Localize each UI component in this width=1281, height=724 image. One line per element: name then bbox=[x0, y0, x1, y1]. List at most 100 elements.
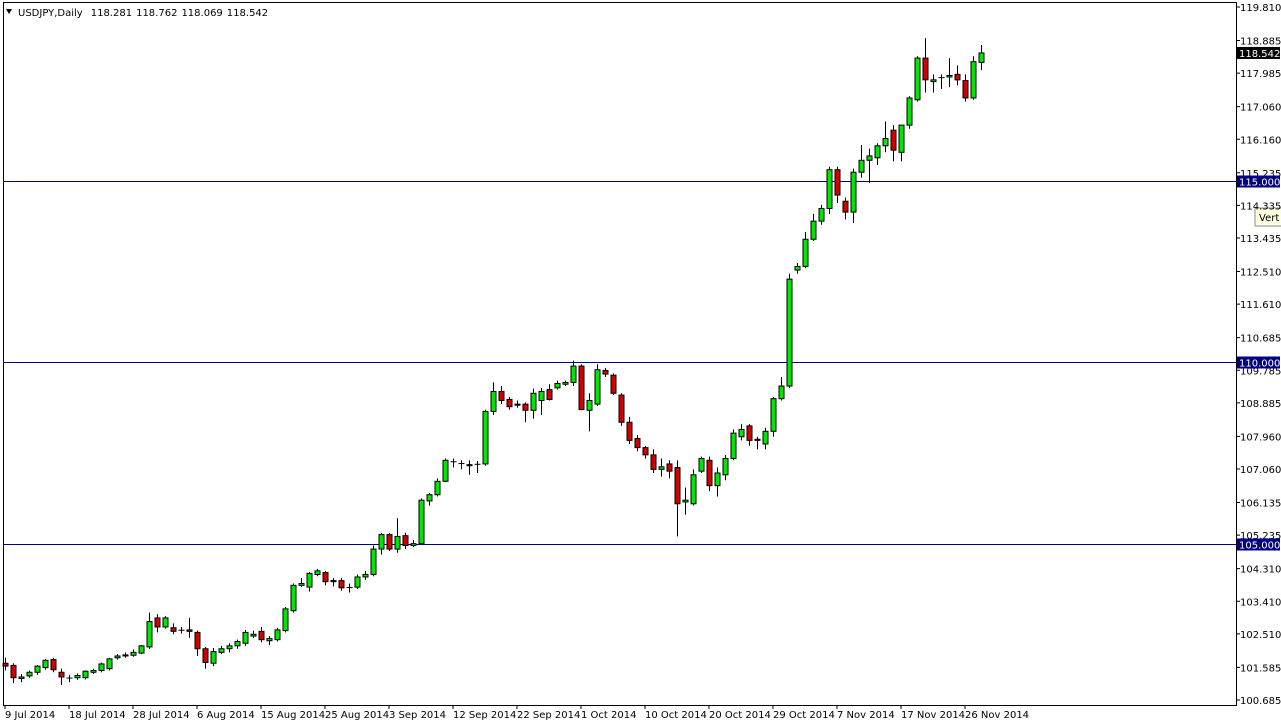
candle-body bbox=[338, 580, 345, 589]
x-tick-label: 17 Nov 2014 bbox=[901, 710, 965, 721]
candle-body bbox=[978, 52, 985, 63]
candle-body bbox=[290, 584, 297, 612]
candle-body bbox=[650, 454, 657, 470]
candle-body bbox=[962, 80, 969, 99]
candle-body bbox=[850, 171, 857, 213]
candle-body bbox=[202, 648, 209, 663]
candle-body bbox=[658, 466, 665, 470]
y-tick-label: 113.435 bbox=[1240, 234, 1281, 245]
x-tick-label: 29 Oct 2014 bbox=[773, 710, 835, 721]
candle-body bbox=[682, 499, 689, 503]
candle-body bbox=[690, 474, 697, 505]
candle-body bbox=[570, 365, 577, 383]
header-low: 118.069 bbox=[181, 8, 222, 19]
x-tick-label: 26 Nov 2014 bbox=[965, 710, 1029, 721]
x-tick-label: 18 Jul 2014 bbox=[69, 710, 126, 721]
y-tick-label: 110.685 bbox=[1240, 334, 1281, 345]
header: USDJPY,Daily 118.281 118.762 118.069 118.542 bbox=[18, 8, 268, 19]
candle-body bbox=[698, 457, 705, 472]
candle-body bbox=[538, 390, 545, 402]
candle-body bbox=[666, 463, 673, 472]
y-tick-label: 107.960 bbox=[1240, 432, 1281, 443]
y-tick-label: 116.160 bbox=[1240, 135, 1281, 146]
level-label: 115.000 bbox=[1239, 178, 1280, 189]
candle-body bbox=[794, 265, 801, 271]
x-tick-label: 20 Oct 2014 bbox=[709, 710, 771, 721]
y-tick-label: 100.685 bbox=[1240, 696, 1281, 707]
menu-arrow[interactable] bbox=[6, 9, 12, 14]
level-label: 105.000 bbox=[1239, 541, 1280, 552]
candle-body bbox=[586, 400, 593, 411]
candle-body bbox=[866, 155, 873, 161]
candle-body bbox=[634, 438, 641, 449]
x-tick-label: 9 Jul 2014 bbox=[5, 710, 55, 721]
candle-body bbox=[906, 97, 913, 126]
x-tick-label: 15 Aug 2014 bbox=[261, 710, 325, 721]
candle-body bbox=[370, 548, 377, 575]
candle-body bbox=[722, 457, 729, 476]
candle-body bbox=[506, 398, 513, 408]
y-tick-label: 117.060 bbox=[1240, 103, 1281, 114]
y-tick-label: 111.610 bbox=[1240, 300, 1281, 311]
y-tick-label: 107.060 bbox=[1240, 465, 1281, 476]
candle-body bbox=[378, 534, 385, 550]
candle-body bbox=[130, 651, 137, 656]
candle-body bbox=[306, 572, 313, 588]
candle-body bbox=[10, 664, 17, 679]
candle-body bbox=[218, 648, 225, 653]
candle-body bbox=[226, 645, 233, 650]
last-price-label: 118.542 bbox=[1239, 49, 1280, 60]
x-tick-label: 22 Sep 2014 bbox=[517, 710, 580, 721]
candle-body bbox=[946, 74, 953, 78]
y-tick-label: 108.885 bbox=[1240, 399, 1281, 410]
candle-body bbox=[242, 631, 249, 644]
y-tick-label: 114.335 bbox=[1240, 201, 1281, 212]
candle-body bbox=[418, 499, 425, 545]
candle-body bbox=[818, 207, 825, 222]
candle-body bbox=[186, 629, 193, 632]
candle-body bbox=[778, 385, 785, 400]
candle-body bbox=[2, 662, 9, 667]
candle-body bbox=[322, 572, 329, 583]
candle-body bbox=[706, 459, 713, 487]
x-tick-label: 3 Sep 2014 bbox=[389, 710, 446, 721]
candle-body bbox=[146, 621, 153, 648]
tooltip-box bbox=[1254, 207, 1281, 227]
candle-body bbox=[258, 630, 265, 641]
y-tick-label: 102.510 bbox=[1240, 630, 1281, 641]
candle-body bbox=[498, 390, 505, 402]
candle-body bbox=[562, 381, 569, 385]
candle-body bbox=[58, 671, 65, 678]
candle-body bbox=[26, 671, 33, 677]
candle-body bbox=[74, 675, 81, 679]
candle-body bbox=[882, 138, 889, 147]
candle-body bbox=[642, 447, 649, 456]
plot-frame bbox=[3, 2, 1237, 706]
candle-body bbox=[914, 57, 921, 101]
x-tick-label: 10 Oct 2014 bbox=[645, 710, 707, 721]
candle-body bbox=[194, 631, 201, 650]
candle-body bbox=[922, 57, 929, 81]
y-tick-label: 115.235 bbox=[1240, 169, 1281, 180]
candle-body bbox=[530, 392, 537, 411]
candle-body bbox=[354, 576, 361, 588]
candle-body bbox=[138, 645, 145, 654]
candle-body bbox=[522, 403, 529, 411]
last-price-box bbox=[1237, 46, 1280, 59]
candle-body bbox=[626, 421, 633, 441]
candle-body bbox=[114, 655, 121, 659]
candle-body bbox=[482, 410, 489, 465]
candle-body bbox=[210, 651, 217, 664]
y-tick-label: 109.785 bbox=[1240, 366, 1281, 377]
candle-body bbox=[298, 583, 305, 586]
candle-body bbox=[762, 430, 769, 445]
header-close: 118.542 bbox=[227, 8, 268, 19]
candle-body bbox=[610, 374, 617, 394]
candle-body bbox=[394, 535, 401, 550]
y-tick-label: 104.310 bbox=[1240, 565, 1281, 576]
candle-body bbox=[490, 390, 497, 412]
candle-body bbox=[754, 438, 761, 441]
level-label-box bbox=[1237, 175, 1280, 188]
candle-body bbox=[122, 654, 129, 657]
candle-body bbox=[578, 365, 585, 411]
